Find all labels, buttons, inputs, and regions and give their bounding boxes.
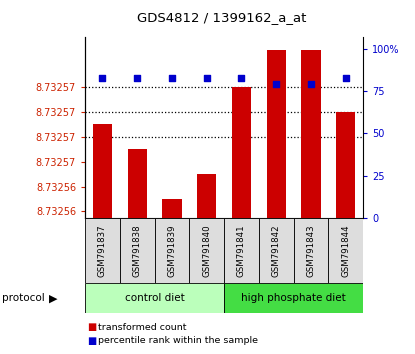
Text: GSM791844: GSM791844 (341, 224, 350, 277)
FancyBboxPatch shape (328, 218, 363, 283)
FancyBboxPatch shape (120, 218, 154, 283)
Text: percentile rank within the sample: percentile rank within the sample (98, 336, 258, 345)
Bar (128, 149, 147, 218)
Bar (336, 112, 355, 218)
Point (273, 81, 280, 87)
Bar (93, 124, 112, 218)
FancyBboxPatch shape (224, 218, 259, 283)
Text: ▶: ▶ (49, 293, 57, 303)
Text: GSM791843: GSM791843 (307, 224, 315, 277)
Bar (267, 50, 286, 218)
FancyBboxPatch shape (294, 218, 328, 283)
Point (308, 81, 314, 87)
Point (342, 75, 349, 80)
Bar (232, 87, 251, 218)
Text: GDS4812 / 1399162_a_at: GDS4812 / 1399162_a_at (137, 11, 307, 24)
Bar (197, 174, 216, 218)
Point (238, 75, 245, 80)
Bar (162, 199, 181, 218)
Text: GSM791837: GSM791837 (98, 224, 107, 277)
Text: GSM791839: GSM791839 (168, 224, 176, 277)
FancyBboxPatch shape (224, 283, 363, 313)
Text: GSM791840: GSM791840 (202, 224, 211, 277)
FancyBboxPatch shape (85, 218, 120, 283)
Text: ■: ■ (87, 322, 96, 332)
FancyBboxPatch shape (154, 218, 189, 283)
Point (203, 75, 210, 80)
FancyBboxPatch shape (85, 283, 224, 313)
Text: control diet: control diet (125, 293, 184, 303)
Text: GSM791841: GSM791841 (237, 224, 246, 277)
Point (168, 75, 175, 80)
FancyBboxPatch shape (259, 218, 294, 283)
Bar (301, 50, 320, 218)
Point (99, 75, 106, 80)
Text: high phosphate diet: high phosphate diet (241, 293, 346, 303)
Text: ■: ■ (87, 336, 96, 346)
FancyBboxPatch shape (189, 218, 224, 283)
Text: transformed count: transformed count (98, 323, 186, 332)
Point (134, 75, 141, 80)
Text: GSM791842: GSM791842 (272, 224, 281, 277)
Text: GSM791838: GSM791838 (133, 224, 142, 277)
Text: protocol: protocol (2, 293, 45, 303)
